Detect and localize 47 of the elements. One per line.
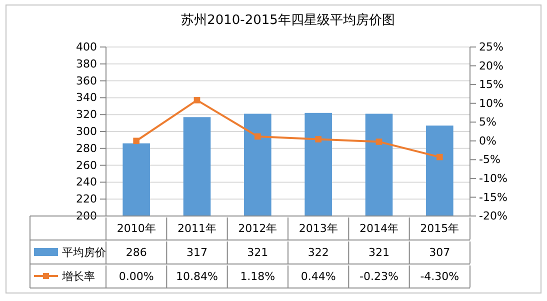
y2-tick-label: -15% <box>479 190 508 204</box>
x-tick-label: 2010年 <box>116 222 156 235</box>
y-tick-label: 400 <box>76 40 97 54</box>
y2-tick-label: -5% <box>479 153 500 166</box>
data-label: 321 <box>368 246 390 259</box>
chart-title: 苏州2010-2015年四星级平均房价图 <box>181 12 395 28</box>
x-tick-label: 2015年 <box>420 222 460 235</box>
y-tick-label: 340 <box>76 91 97 104</box>
data-label: -4.30% <box>420 270 460 283</box>
data-label: 1.18% <box>240 270 276 283</box>
data-label: 322 <box>308 246 329 259</box>
y2-tick-label: -10% <box>479 172 508 185</box>
legend-label: 增长率 <box>61 270 95 283</box>
y-tick-label: 320 <box>76 108 97 122</box>
y-tick-label: 380 <box>76 57 97 70</box>
data-label: 307 <box>429 246 450 259</box>
x-tick-label: 2011年 <box>178 222 216 235</box>
y2-tick-label: -20% <box>479 210 508 223</box>
point <box>254 133 261 140</box>
y-tick-label: 260 <box>76 158 97 172</box>
data-label: -0.23% <box>360 270 398 283</box>
y-tick-label: 300 <box>76 125 97 138</box>
y2-tick-label: 0% <box>479 134 496 148</box>
point <box>194 97 200 104</box>
y2-tick-label: 25% <box>479 40 504 54</box>
y2-tick-label: 5% <box>479 116 496 129</box>
legend-label: 平均房价 <box>62 246 106 259</box>
point <box>436 154 443 160</box>
data-label: 321 <box>247 246 268 259</box>
y2-tick-label: 10% <box>479 96 504 110</box>
point <box>376 138 382 145</box>
data-label: 0.44% <box>300 270 336 283</box>
x-tick-label: 2014年 <box>360 222 398 235</box>
y-tick-label: 240 <box>76 176 97 189</box>
data-label: 317 <box>186 246 208 259</box>
y2-tick-label: 15% <box>479 78 504 92</box>
y2-tick-label: 20% <box>479 59 504 72</box>
y-tick-label: 220 <box>76 192 97 206</box>
data-label: 10.84% <box>176 270 218 283</box>
x-tick-label: 2012年 <box>238 222 278 235</box>
data-label: 0.00% <box>118 270 154 283</box>
y-tick-label: 280 <box>76 142 97 155</box>
point <box>315 136 322 142</box>
data-label: 286 <box>126 246 147 259</box>
x-tick-label: 2013年 <box>298 222 338 235</box>
y-tick-label: 360 <box>76 74 97 88</box>
point <box>133 138 140 144</box>
